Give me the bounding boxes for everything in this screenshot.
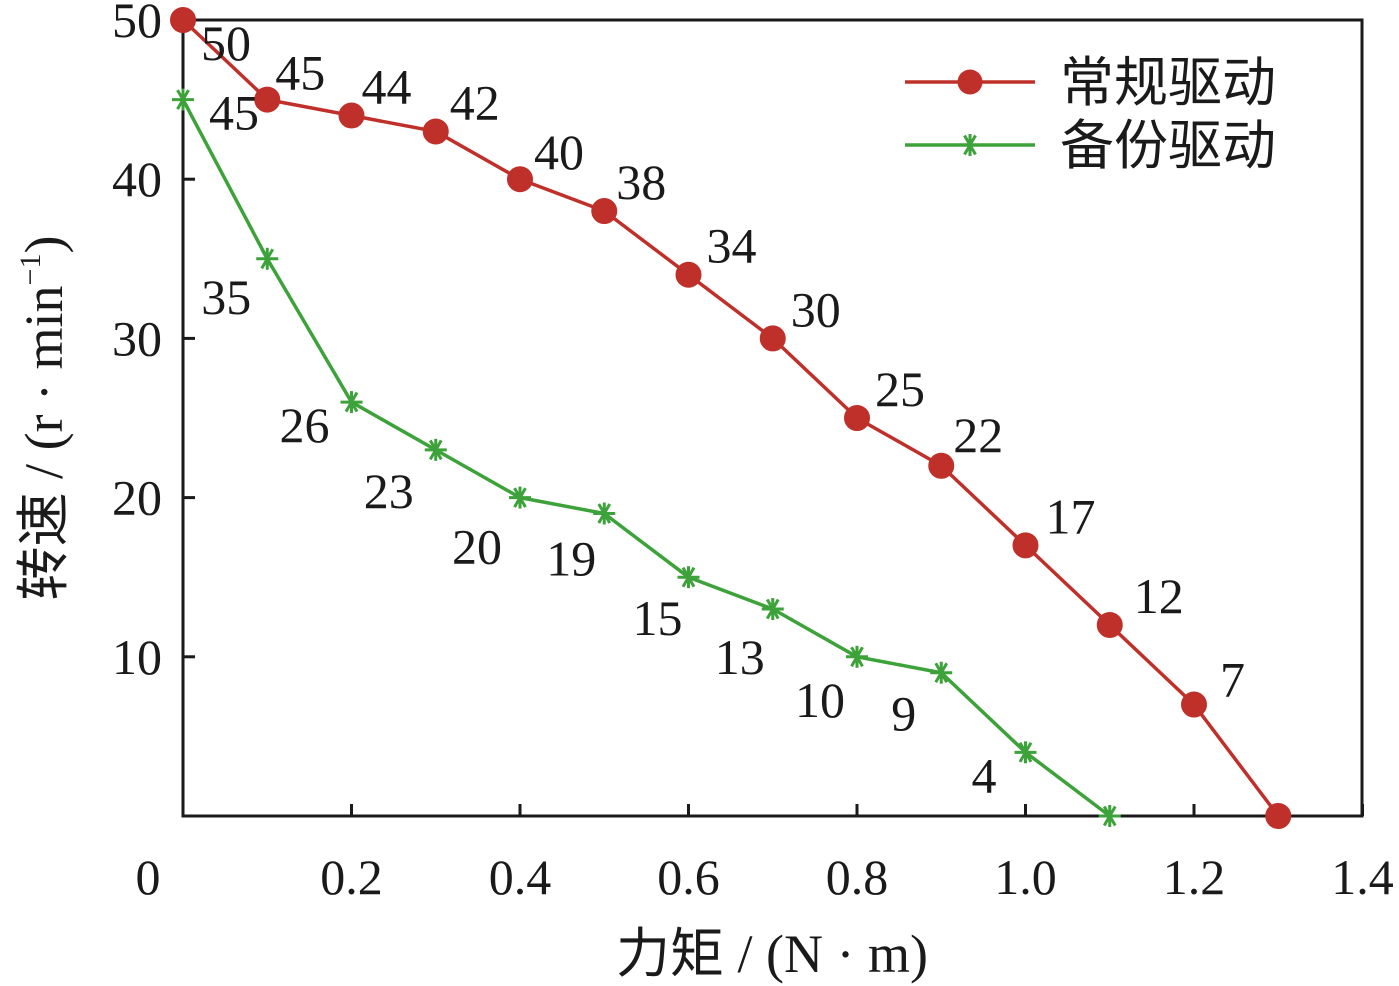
x-tick-label: 1.0 <box>994 849 1057 905</box>
data-point-conventional <box>1012 532 1039 559</box>
data-point-conventional <box>1181 691 1207 718</box>
data-point-conventional <box>759 325 786 352</box>
data-label-backup: 10 <box>795 672 845 728</box>
data-point-conventional <box>844 405 870 431</box>
data-label-conventional: 38 <box>616 154 666 210</box>
data-point-backup <box>172 88 194 111</box>
data-point-conventional <box>338 102 365 129</box>
data-label-backup: 13 <box>715 629 765 685</box>
data-label-conventional: 44 <box>362 59 412 115</box>
data-label-conventional: 50 <box>201 15 251 71</box>
legend-marker-circle <box>957 69 983 95</box>
data-label-backup: 9 <box>891 686 916 742</box>
data-point-backup <box>256 247 279 270</box>
data-label-backup: 23 <box>364 463 414 519</box>
y-axis-title-close: ) <box>14 236 74 254</box>
data-point-conventional <box>507 166 533 193</box>
data-point-backup <box>593 502 616 525</box>
data-label-conventional: 40 <box>534 124 584 180</box>
data-point-conventional <box>254 86 281 113</box>
data-label-conventional: 17 <box>1046 488 1096 544</box>
data-label-conventional: 22 <box>953 407 1003 463</box>
data-point-conventional <box>1096 611 1123 638</box>
series-conventional-line <box>181 18 1280 818</box>
x-tick-label: 1.2 <box>1163 849 1226 905</box>
data-point-backup <box>677 566 700 589</box>
data-label-backup: 26 <box>280 397 330 453</box>
x-axis-title: 力矩 / (N · m) <box>616 924 928 984</box>
data-label-conventional: 25 <box>875 361 925 417</box>
data-label-backup: 20 <box>452 519 502 575</box>
y-axis-title-main: 转速 / (r · min <box>14 285 74 600</box>
data-label-conventional: 34 <box>707 218 757 274</box>
data-point-conventional <box>928 452 955 479</box>
y-tick-label: 20 <box>112 470 162 526</box>
y-tick-label: 40 <box>112 151 162 207</box>
plot-frame <box>181 18 1364 818</box>
y-axis-title-superscript: −1 <box>14 254 47 286</box>
data-label-backup: 35 <box>201 269 251 325</box>
x-tick-label: 1.4 <box>1331 849 1394 905</box>
data-label-conventional: 12 <box>1134 568 1184 624</box>
y-tick-label: 50 <box>112 0 162 48</box>
data-point-backup <box>340 391 363 414</box>
data-label-conventional: 42 <box>450 74 500 130</box>
data-point-conventional <box>1265 803 1292 829</box>
data-point-backup <box>930 661 953 684</box>
data-point-backup <box>509 486 531 509</box>
data-point-backup <box>424 438 447 461</box>
data-point-conventional <box>591 198 618 225</box>
x-tick-label: 0.2 <box>320 849 383 905</box>
data-label-backup: 19 <box>546 531 596 587</box>
data-point-conventional <box>170 7 196 33</box>
data-point-backup <box>761 598 784 621</box>
legend-label: 备份驱动 <box>1060 114 1276 177</box>
series-backup-line <box>181 98 1111 818</box>
x-tick-label: 0.4 <box>489 849 552 905</box>
y-tick-label: 10 <box>112 629 162 685</box>
data-label-conventional: 45 <box>275 45 325 101</box>
data-label-backup: 45 <box>209 85 259 141</box>
x-tick-label: 0.8 <box>826 849 889 905</box>
data-point-backup <box>846 645 868 668</box>
y-axis-title: 转速 / (r · min−1) <box>14 236 74 601</box>
data-label-conventional: 7 <box>1220 652 1245 708</box>
origin-tick-label: 0 <box>136 849 161 905</box>
x-tick-label: 0.6 <box>657 849 720 905</box>
legend-label: 常规驱动 <box>1060 51 1276 114</box>
data-point-conventional <box>675 261 702 288</box>
data-label-backup: 4 <box>972 747 997 803</box>
data-label-conventional: 30 <box>791 281 841 337</box>
y-tick-label: 30 <box>112 310 162 366</box>
data-point-backup <box>1098 805 1121 827</box>
data-label-backup: 15 <box>633 590 683 646</box>
legend-marker-asterisk <box>959 134 981 156</box>
data-point-backup <box>1014 741 1037 764</box>
data-point-conventional <box>422 118 449 145</box>
